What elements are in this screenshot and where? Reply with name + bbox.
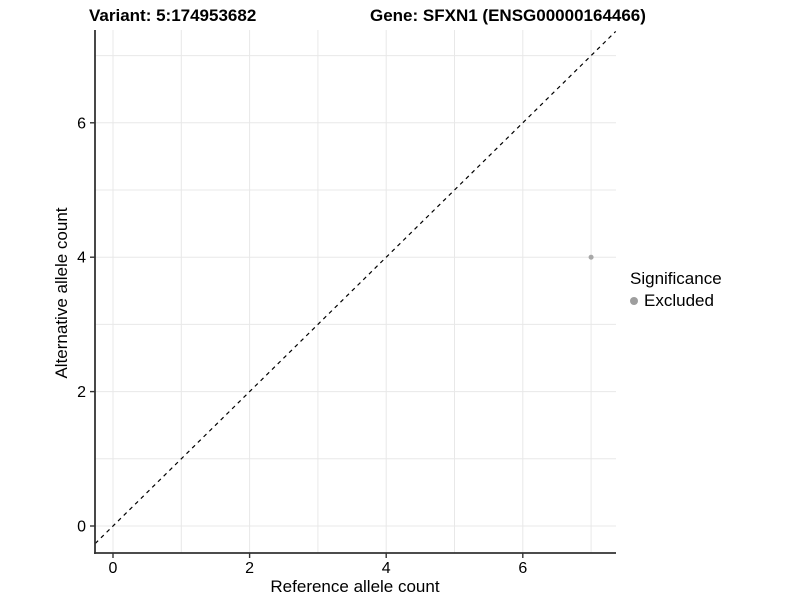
legend: Significance Excluded [630,269,722,311]
x-tick-label: 0 [109,560,118,577]
identity-dashed-line [94,30,617,544]
plot-title-gene: Gene: SFXN1 (ENSG00000164466) [370,6,646,25]
plot-title-variant: Variant: 5:174953682 [89,6,257,25]
x-tick-label: 2 [245,560,254,577]
y-tick-label: 0 [77,519,86,536]
legend-item-excluded: Excluded [630,291,722,311]
y-tick-label: 2 [77,384,86,401]
legend-title: Significance [630,269,722,288]
x-axis-title: Reference allele count [270,577,440,596]
data-point-excluded [588,254,594,260]
y-tick-label: 4 [77,250,86,267]
legend-item-label: Excluded [644,291,714,310]
x-tick-label: 4 [382,560,391,577]
y-tick-label: 6 [77,115,86,132]
x-tick-label: 6 [518,560,527,577]
y-axis-title: Alternative allele count [52,207,71,379]
legend-point-icon [630,297,638,305]
